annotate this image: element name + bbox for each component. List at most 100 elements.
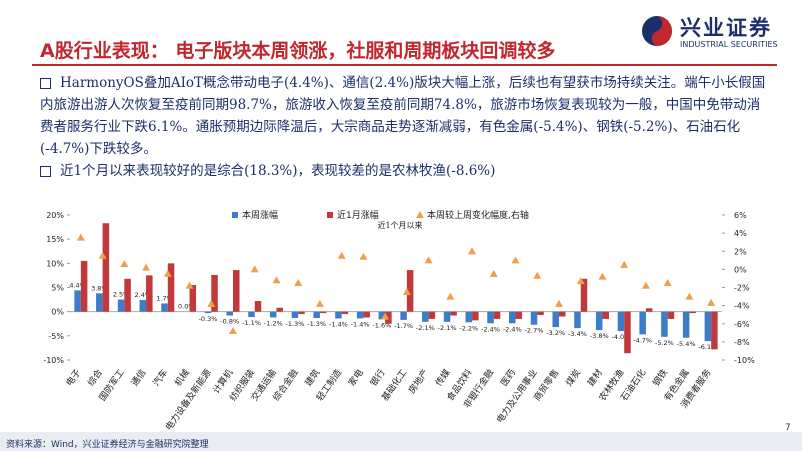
bar [667, 311, 675, 319]
y2-tick-label: 2% [734, 247, 747, 256]
x-tick-label: 银行 [367, 367, 387, 389]
legend-marker [232, 212, 238, 218]
bullet-text: 近1个月以来表现较好的是综合(18.3%)，表现较差的是农林牧渔(-8.6%) [60, 163, 496, 179]
y2-tick-label: -4% [734, 302, 750, 311]
data-label: -0.3% [199, 315, 218, 323]
bar [276, 307, 283, 312]
slide-title: A股行业表现： 电子版块本周领涨，社服和周期板块回调较多 [40, 40, 556, 62]
triangle-marker [142, 263, 151, 271]
triangle-marker [424, 256, 433, 264]
source-note: 资料来源：Wind，兴业证券经济与金融研究院整理 [6, 440, 209, 450]
data-label: -1.3% [307, 320, 326, 328]
bar [139, 300, 147, 312]
bar [422, 311, 429, 322]
x-tick-label: 建筑 [302, 367, 322, 389]
bar [574, 311, 581, 329]
data-label: 0.0% [178, 303, 195, 311]
bar [102, 223, 110, 312]
x-tick-label: 电子 [63, 367, 83, 389]
bar [580, 278, 588, 312]
data-label: -1.2% [264, 319, 283, 327]
bar [661, 311, 668, 337]
triangle-marker [250, 265, 259, 273]
bar [319, 311, 327, 314]
bar [624, 311, 631, 354]
y-tick-label: 20% [46, 211, 64, 220]
triangle-marker [663, 278, 672, 286]
data-label: -1.4% [329, 320, 348, 328]
y2-tick-label: -8% [734, 338, 750, 347]
x-tick-label: 医药 [499, 367, 518, 388]
bar [124, 278, 131, 312]
data-label: -2.4% [503, 325, 522, 333]
page-number: 7 [785, 423, 791, 433]
logo-icon [642, 16, 672, 46]
data-label: -2.2% [459, 324, 478, 332]
data-label: -1.6% [372, 321, 391, 329]
y2-tick-label: 0% [734, 265, 747, 274]
bar [356, 311, 364, 319]
bar [211, 274, 218, 312]
triangle-marker [468, 247, 477, 255]
triangle-marker [163, 269, 172, 277]
bar [465, 311, 473, 323]
bar [80, 260, 88, 312]
bar [400, 311, 407, 320]
bar [204, 311, 212, 314]
bar [335, 311, 342, 319]
data-label: -5.4% [677, 340, 696, 348]
triangle-marker [555, 299, 563, 307]
x-tick-label: 综合 [85, 367, 105, 389]
bar [487, 311, 494, 324]
bar [385, 311, 392, 324]
triangle-marker [598, 272, 607, 280]
triangle-marker [315, 299, 324, 307]
triangle-marker [511, 256, 520, 264]
bullet: 近1个月以来表现较好的是综合(18.3%)，表现较差的是农林牧渔(-8.6%) [40, 160, 770, 182]
bar [645, 308, 653, 312]
data-label: -3.4% [568, 330, 587, 338]
x-tick-label: 传媒 [433, 367, 453, 389]
data-label: -3.2% [546, 329, 565, 337]
x-tick-label: 钢铁 [650, 367, 670, 389]
bar [291, 311, 299, 318]
triangle-marker [620, 260, 629, 268]
triangle-marker [337, 251, 346, 259]
data-label: -2.4% [481, 325, 500, 333]
bar [450, 311, 457, 316]
bar [428, 311, 436, 319]
legend-marker [416, 211, 424, 218]
bar [74, 290, 81, 312]
data-label: -4.0% [612, 333, 631, 341]
bar [313, 311, 320, 318]
bar [617, 311, 625, 331]
bar [515, 311, 523, 319]
triangle-marker [381, 312, 390, 320]
x-tick-label: 家电 [346, 367, 366, 389]
x-tick-label: 房地产 [406, 367, 431, 396]
bar [248, 311, 255, 317]
triangle-marker [76, 233, 85, 241]
triangle-marker [402, 288, 411, 296]
data-label: -1.3% [286, 320, 305, 328]
triangle-marker [272, 276, 281, 284]
x-tick-label: 建材 [585, 367, 605, 389]
data-label: -0.8% [220, 318, 239, 326]
y2-tick-label: -10% [734, 356, 755, 365]
bar [493, 311, 501, 319]
bar [269, 311, 277, 318]
data-label: -6.1% [698, 343, 717, 351]
bar [682, 311, 690, 338]
bar [341, 311, 349, 315]
bar [689, 311, 696, 314]
triangle-marker [489, 269, 498, 277]
data-label: -1.1% [242, 319, 261, 327]
triangle-marker [294, 278, 303, 286]
bar [602, 311, 609, 319]
data-label: -2.7% [525, 327, 544, 335]
data-label: -4.7% [633, 336, 652, 344]
bar [443, 311, 451, 322]
bar [639, 311, 646, 335]
y-tick-label: -10% [43, 356, 64, 365]
x-tick-label: 通信 [128, 367, 148, 389]
